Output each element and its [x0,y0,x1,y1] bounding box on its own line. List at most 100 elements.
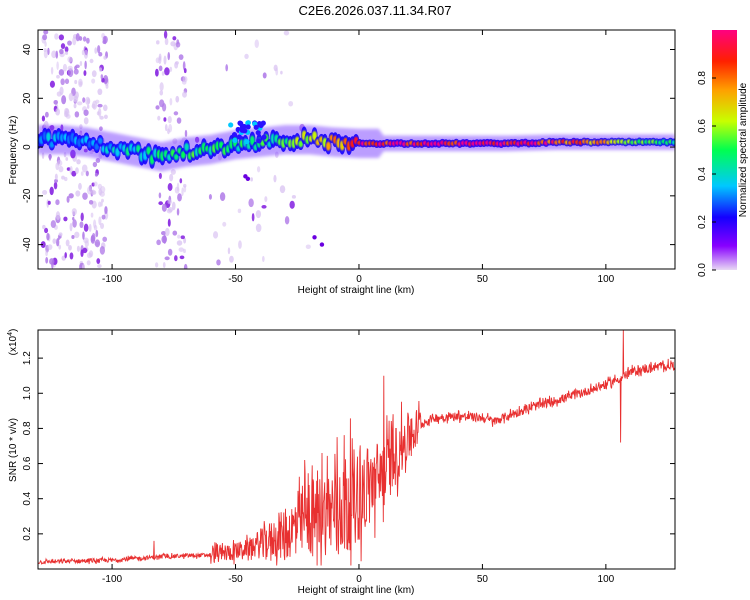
spectrogram-speckle [54,33,59,40]
spectrogram-speckle [73,95,79,103]
spectrogram-speckle [174,61,179,69]
spectrogram-speckle [79,60,83,67]
spectrogram-speckle [164,256,170,261]
spectrogram-speckle [49,258,55,265]
spectrogram-speckle [68,244,72,251]
spectrogram-speckle [168,124,173,133]
svg-text:(x104): (x104) [7,329,19,356]
snr-x-tick-label: 0 [356,574,362,585]
spectrogram-ridge-cell [236,134,242,140]
spectrogram-speckle [68,193,74,199]
spectrogram-speckle [155,68,159,77]
snr-y-tick-label: 0.8 [22,421,33,435]
spectrogram-speckle [48,153,52,161]
snr-y-axis-label: SNR (10 * v/v) [8,418,19,482]
spectrogram-speckle [88,223,92,232]
spectrogram-speckle [49,186,54,196]
spectrogram-speckle [82,247,88,254]
spectrogram-speckle [83,223,89,232]
spectrogram-speckle [172,230,178,236]
spectrogram-speckle [244,53,249,59]
spectrogram-speckle [80,249,84,257]
spectrogram-speckle [157,115,161,121]
spectrogram-speckle [58,34,65,41]
spectrogram-speckle [99,245,106,255]
spectrogram-speckle [174,255,178,262]
spectrogram-speckle [49,80,55,88]
spectrogram-speckle [250,177,253,182]
spectrogram-speckle [251,213,255,222]
spectrogram-speckle [56,61,59,70]
spectrogram-speckle [243,174,248,179]
spectrogram-speckle [163,234,167,244]
spectrogram-ridge-core [184,142,190,152]
spectrogram-speckle [98,51,103,57]
spectrogram-speckle [95,158,101,163]
spectrogram-speckle [175,41,181,48]
spectrogram-speckle [74,231,80,239]
spectrogram-speckle [50,220,56,229]
spectrogram-speckle [86,104,90,109]
spectrogram-speckle [54,173,58,180]
spectrogram-speckle [82,192,88,200]
spectrogram-speckle [255,210,262,219]
spectrogram-speckle [179,255,185,260]
spectrogram-speckle [99,126,103,131]
spectrogram-speckle [182,76,188,83]
spectrogram-speckle [61,175,65,180]
spectrogram-speckle [178,247,184,252]
snr-y-scale: (x104) [7,329,19,356]
spectrogram-speckle [83,70,87,77]
spectrogram-speckle [162,102,167,112]
spectrogram-speckle [176,182,180,192]
spectrogram-speckle [305,244,311,250]
spectrogram-speckle [161,231,167,236]
spectrogram-speckle [88,199,94,205]
spectrogram-speckle [227,247,231,255]
spectrogram-speckle [41,115,46,122]
spectrogram-speckle [261,204,267,209]
spectrogram-speckle [83,117,89,125]
spectrogram-speckle [89,58,94,64]
spectrogram-speckle [78,182,82,190]
spectrogram-speckles [40,30,325,269]
spectrogram-ridge-cell [242,128,248,134]
spectrogram-speckle [102,104,108,112]
spectrogram-speckle [87,186,92,195]
spectrogram-speckle [98,216,102,226]
spectrogram-speckle [44,111,49,118]
spectrogram-speckle [229,255,234,263]
spectrogram-speckle [86,37,90,44]
spectrogram-speckle [51,50,57,59]
spectrogram-ridge-core [45,132,51,142]
snr-y-tick-label: 0.6 [22,456,33,470]
spectrogram-speckle [175,95,180,103]
spectrogram-speckle [81,50,85,56]
spectrogram-speckle [95,229,99,238]
spectrogram-speckle [64,78,70,84]
spectrogram-speckle [58,69,65,76]
spectrogram-speckle [42,224,46,230]
spectrogram-speckle [312,235,317,240]
spectrogram-speckle [71,208,77,216]
spectrogram-speckle [154,262,159,268]
spectrogram-speckle [158,192,162,199]
spectrogram-y-tick-label: 40 [22,44,33,56]
spectrogram-speckle [102,236,108,242]
spectrogram-speckle [238,240,242,249]
spectrogram-speckle [68,92,74,102]
spectrogram-speckle [288,100,294,107]
spectrogram-x-ticks: -100 -50 0 50 100 [102,30,615,285]
spectrogram-speckle [183,68,187,74]
spectrogram-speckle [47,200,51,205]
spectrogram-speckle [53,99,58,105]
spectrogram-speckle [255,223,262,233]
spectrogram-ridge-cell [253,124,259,130]
snr-y-tick-label: 1.0 [22,386,33,400]
spectrogram-speckle [167,218,171,227]
spectrogram-speckle [248,198,254,208]
spectrogram-speckle [167,248,173,256]
spectrogram-speckle [93,219,97,229]
spectrogram-speckle [100,186,106,194]
spectrogram-speckle [284,216,290,225]
